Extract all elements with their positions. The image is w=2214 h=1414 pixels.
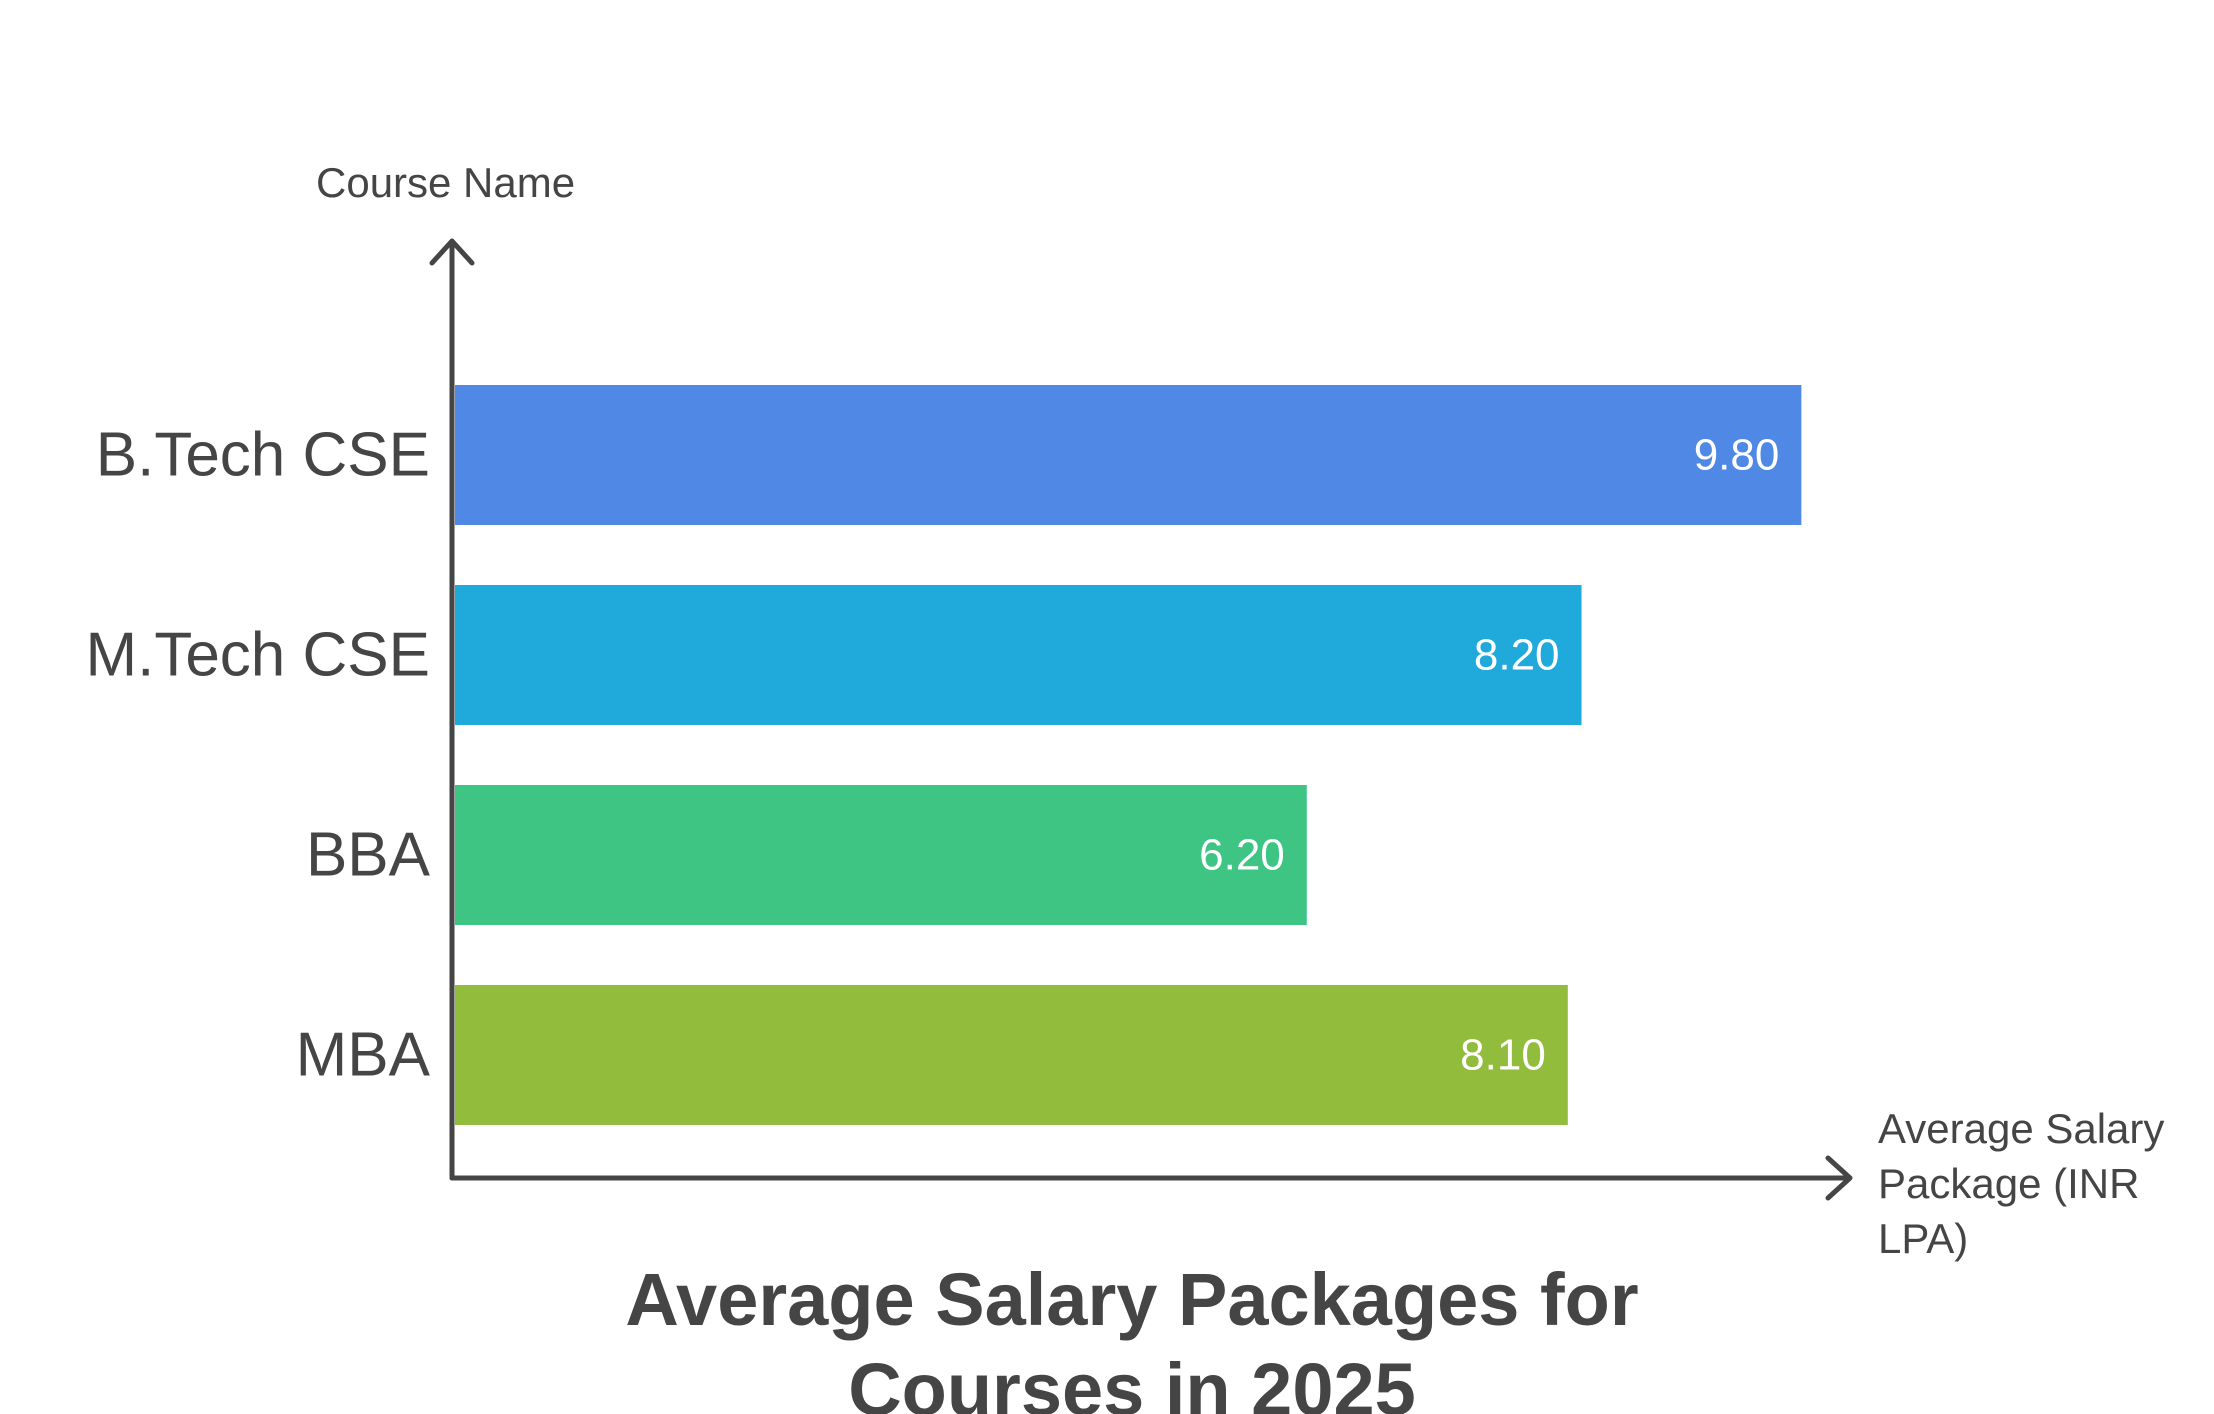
value-label: 8.20 [1474,631,1560,680]
bar-bba [455,785,1307,925]
x-axis-title: Average Salary Package (INR LPA) [1878,1105,2164,1262]
value-label: 6.20 [1199,831,1285,880]
axes-group [429,238,1853,1201]
chart-title-line: Courses in 2025 [848,1348,1416,1414]
category-label: MBA [296,1021,431,1090]
x-axis-title-line: Package (INR [1878,1160,2139,1207]
chart-title-line: Average Salary Packages for [625,1258,1638,1341]
chart-title: Average Salary Packages for Courses in 20… [625,1258,1638,1414]
category-label: BBA [306,821,431,890]
y-axis-arrow [429,238,475,266]
bars-group: 9.80 8.20 6.20 8.10 [455,385,1802,1125]
x-axis-arrow [1825,1155,1853,1201]
bar-mba [455,985,1568,1125]
value-label: 9.80 [1694,431,1780,480]
category-label: B.Tech CSE [96,421,430,490]
bar-m-tech-cse [455,585,1582,725]
x-axis-title-line: LPA) [1878,1215,1968,1262]
category-label: M.Tech CSE [85,621,430,690]
bar-b-tech-cse [455,385,1802,525]
value-label: 8.10 [1460,1031,1546,1080]
x-axis-title-line: Average Salary [1878,1105,2164,1152]
y-axis-title: Course Name [316,159,575,206]
category-labels-group: B.Tech CSE M.Tech CSE BBA MBA [85,421,430,1090]
